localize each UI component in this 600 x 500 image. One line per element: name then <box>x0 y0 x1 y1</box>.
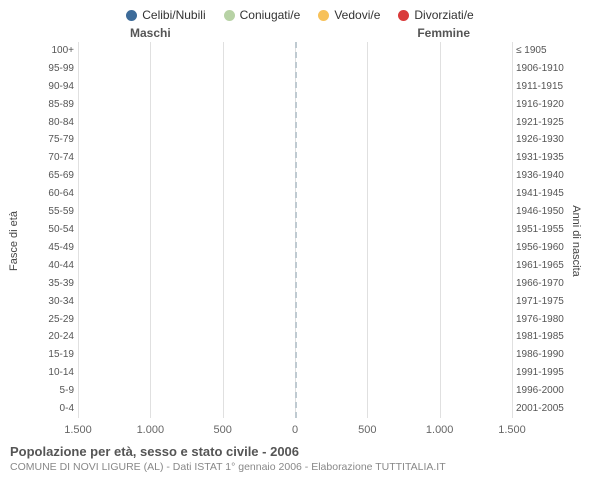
birth-year-label: 1911-1915 <box>512 81 563 92</box>
gridline <box>367 42 368 418</box>
birth-year-label: 1941-1945 <box>512 188 564 199</box>
centerline <box>295 42 297 418</box>
column-headers: Maschi Femmine <box>0 26 600 42</box>
x-tick-label: 1.000 <box>137 424 165 436</box>
header-female: Femmine <box>417 26 470 40</box>
legend: Celibi/Nubili Coniugati/e Vedovi/e Divorzia… <box>0 0 600 26</box>
legend-label: Coniugati/e <box>240 8 301 22</box>
age-label: 0-4 <box>60 403 78 414</box>
birth-year-label: 1956-1960 <box>512 242 564 253</box>
population-pyramid-chart: Celibi/Nubili Coniugati/e Vedovi/e Divorzia… <box>0 0 600 500</box>
plot-wrap: Fasce di età Anni di nascita 100+≤ 19059… <box>42 42 548 440</box>
chart-footer: Popolazione per età, sesso e stato civil… <box>0 440 600 473</box>
gridline <box>223 42 224 418</box>
age-label: 45-49 <box>48 242 78 253</box>
x-tick-label: 500 <box>213 424 231 436</box>
age-label: 50-54 <box>48 224 78 235</box>
birth-year-label: ≤ 1905 <box>512 45 547 56</box>
legend-swatch <box>398 10 409 21</box>
age-label: 65-69 <box>48 170 78 181</box>
age-label: 60-64 <box>48 188 78 199</box>
birth-year-label: 1981-1985 <box>512 331 564 342</box>
birth-year-label: 1906-1910 <box>512 63 564 74</box>
age-label: 15-19 <box>48 349 78 360</box>
plot-area: 100+≤ 190595-991906-191090-941911-191585… <box>78 42 512 418</box>
birth-year-label: 1986-1990 <box>512 349 564 360</box>
gridline <box>78 42 79 418</box>
birth-year-label: 1996-2000 <box>512 385 564 396</box>
legend-item: Celibi/Nubili <box>126 8 205 22</box>
birth-year-label: 1916-1920 <box>512 99 564 110</box>
age-label: 95-99 <box>48 63 78 74</box>
age-label: 70-74 <box>48 152 78 163</box>
legend-label: Vedovi/e <box>334 8 380 22</box>
footer-title: Popolazione per età, sesso e stato civil… <box>10 444 590 459</box>
x-tick-label: 1.000 <box>426 424 454 436</box>
y-axis-title-right: Anni di nascita <box>570 205 582 277</box>
birth-year-label: 1921-1925 <box>512 117 564 128</box>
header-male: Maschi <box>130 26 171 40</box>
age-label: 80-84 <box>48 117 78 128</box>
age-label: 85-89 <box>48 99 78 110</box>
birth-year-label: 1976-1980 <box>512 314 564 325</box>
age-label: 5-9 <box>60 385 78 396</box>
birth-year-label: 2001-2005 <box>512 403 564 414</box>
x-axis-ticks: 1.5001.00050005001.0001.500 <box>78 420 512 440</box>
birth-year-label: 1991-1995 <box>512 367 564 378</box>
legend-swatch <box>126 10 137 21</box>
age-label: 25-29 <box>48 314 78 325</box>
x-tick-label: 500 <box>358 424 376 436</box>
birth-year-label: 1931-1935 <box>512 152 564 163</box>
x-tick-label: 0 <box>292 424 298 436</box>
gridline <box>150 42 151 418</box>
birth-year-label: 1966-1970 <box>512 278 564 289</box>
birth-year-label: 1936-1940 <box>512 170 564 181</box>
birth-year-label: 1946-1950 <box>512 206 564 217</box>
age-label: 90-94 <box>48 81 78 92</box>
legend-item: Coniugati/e <box>224 8 301 22</box>
age-label: 20-24 <box>48 331 78 342</box>
birth-year-label: 1926-1930 <box>512 134 564 145</box>
legend-swatch <box>318 10 329 21</box>
age-label: 75-79 <box>48 134 78 145</box>
x-tick-label: 1.500 <box>498 424 526 436</box>
age-label: 55-59 <box>48 206 78 217</box>
birth-year-label: 1971-1975 <box>512 296 564 307</box>
gridline <box>440 42 441 418</box>
legend-label: Celibi/Nubili <box>142 8 205 22</box>
legend-swatch <box>224 10 235 21</box>
birth-year-label: 1951-1955 <box>512 224 564 235</box>
legend-item: Vedovi/e <box>318 8 380 22</box>
x-tick-label: 1.500 <box>64 424 92 436</box>
y-axis-title-left: Fasce di età <box>8 211 20 271</box>
age-label: 100+ <box>51 45 78 56</box>
age-label: 35-39 <box>48 278 78 289</box>
legend-item: Divorziati/e <box>398 8 473 22</box>
birth-year-label: 1961-1965 <box>512 260 564 271</box>
age-label: 10-14 <box>48 367 78 378</box>
age-label: 30-34 <box>48 296 78 307</box>
footer-subtitle: COMUNE DI NOVI LIGURE (AL) - Dati ISTAT … <box>10 461 590 473</box>
age-label: 40-44 <box>48 260 78 271</box>
legend-label: Divorziati/e <box>414 8 473 22</box>
